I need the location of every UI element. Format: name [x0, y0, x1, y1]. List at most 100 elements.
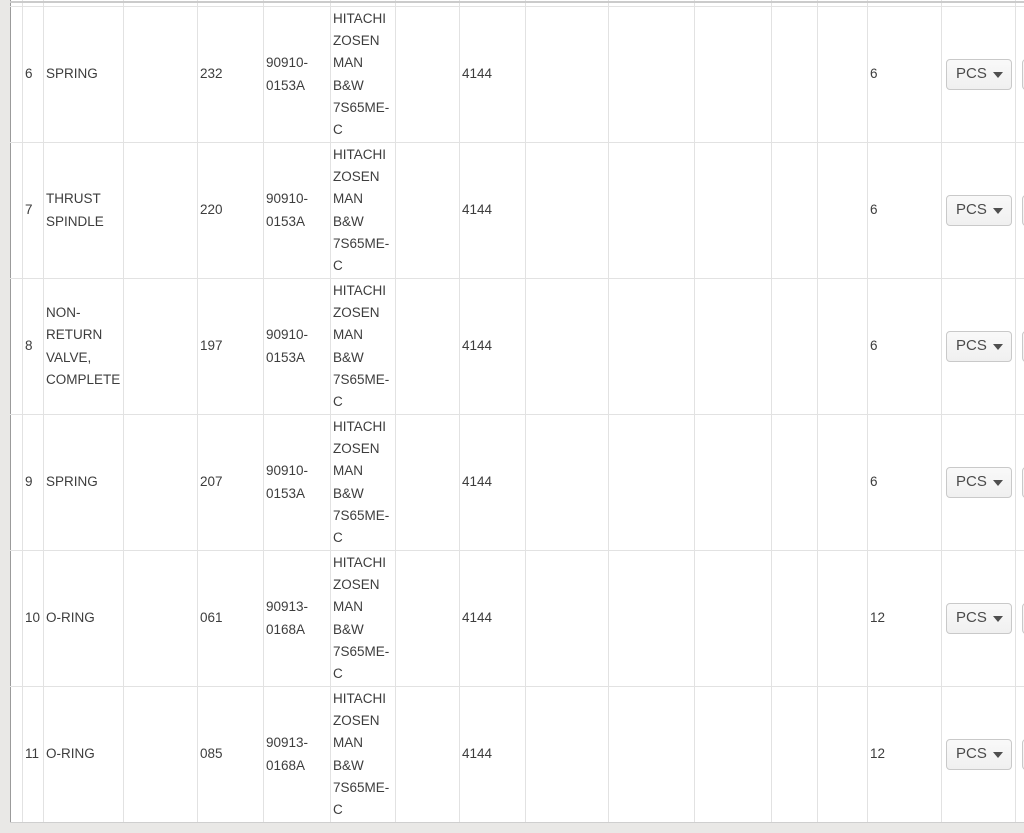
empty-cell: [123, 414, 198, 551]
empty-cell: [817, 6, 868, 143]
row-number-cell: 6: [22, 6, 44, 143]
row-handle-cell: [10, 550, 23, 687]
empty-cell: [817, 414, 868, 551]
row-number-cell: 10: [22, 550, 44, 687]
unit-select[interactable]: PCS: [946, 59, 1012, 90]
unit-cell: PCS: [941, 142, 1016, 279]
empty-cell: [395, 686, 460, 823]
engine-model-cell: HITACHI ZOSEN MAN B&W 7S65ME-C: [330, 686, 396, 823]
unit-select-value: PCS: [956, 65, 987, 83]
engine-model-cell: HITACHI ZOSEN MAN B&W 7S65ME-C: [330, 6, 396, 143]
engine-model-cell: HITACHI ZOSEN MAN B&W 7S65ME-C: [330, 142, 396, 279]
table-row: 9 SPRING 207 90910-0153A HITACHI ZOSEN M…: [10, 414, 1024, 551]
description-cell: THRUST SPINDLE: [43, 142, 124, 279]
item-code-cell: 085: [197, 686, 264, 823]
empty-cell: [771, 142, 818, 279]
row-gap-sliver: [10, 1, 1024, 7]
table-row: 10 O-RING 061 90913-0168A HITACHI ZOSEN …: [10, 550, 1024, 687]
row-number-cell: 11: [22, 686, 44, 823]
description-cell: O-RING: [43, 550, 124, 687]
empty-cell: [525, 550, 609, 687]
part-number-cell: 90910-0153A: [263, 414, 331, 551]
chevron-down-icon: [993, 615, 1003, 622]
row-handle-cell: [10, 414, 23, 551]
unit-select[interactable]: PCS: [946, 739, 1012, 770]
part-number-cell: 90913-0168A: [263, 686, 331, 823]
empty-cell: [771, 414, 818, 551]
more-cell: [1015, 550, 1024, 687]
unit-cell: PCS: [941, 550, 1016, 687]
quantity-cell: 12: [867, 686, 942, 823]
empty-cell: [395, 6, 460, 143]
table-row: 8 NON-RETURN VALVE, COMPLETE 197 90910-0…: [10, 278, 1024, 415]
unit-cell: PCS: [941, 414, 1016, 551]
table-row: 11 O-RING 085 90913-0168A HITACHI ZOSEN …: [10, 686, 1024, 823]
part-number-cell: 90910-0153A: [263, 278, 331, 415]
empty-cell: [525, 414, 609, 551]
unit-select[interactable]: PCS: [946, 195, 1012, 226]
row-handle-cell: [10, 6, 23, 143]
empty-cell: [395, 550, 460, 687]
empty-cell: [525, 6, 609, 143]
unit-select[interactable]: PCS: [946, 603, 1012, 634]
more-cell: [1015, 278, 1024, 415]
chevron-down-icon: [993, 751, 1003, 758]
empty-cell: [608, 278, 695, 415]
table-row: 7 THRUST SPINDLE 220 90910-0153A HITACHI…: [10, 142, 1024, 279]
row-handle-cell: [10, 278, 23, 415]
description-cell: SPRING: [43, 6, 124, 143]
unit-select[interactable]: PCS: [946, 331, 1012, 362]
empty-cell: [123, 6, 198, 143]
item-code-cell: 207: [197, 414, 264, 551]
empty-cell: [817, 142, 868, 279]
empty-cell: [694, 414, 772, 551]
empty-cell: [771, 550, 818, 687]
description-cell: SPRING: [43, 414, 124, 551]
empty-cell: [817, 278, 868, 415]
drawing-number-cell: 4144: [459, 414, 526, 551]
empty-cell: [694, 686, 772, 823]
row-handle-cell: [10, 142, 23, 279]
row-number-cell: 7: [22, 142, 44, 279]
quantity-cell: 6: [867, 6, 942, 143]
more-cell: [1015, 6, 1024, 143]
item-code-cell: 061: [197, 550, 264, 687]
empty-cell: [525, 686, 609, 823]
empty-cell: [123, 142, 198, 279]
empty-cell: [1015, 0, 1024, 3]
empty-cell: [525, 278, 609, 415]
unit-select-value: PCS: [956, 609, 987, 627]
parts-table-container: 6 SPRING 232 90910-0153A HITACHI ZOSEN M…: [10, 0, 1024, 823]
empty-cell: [817, 550, 868, 687]
empty-cell: [608, 550, 695, 687]
engine-model-cell: HITACHI ZOSEN MAN B&W 7S65ME-C: [330, 278, 396, 415]
empty-cell: [395, 142, 460, 279]
empty-cell: [694, 6, 772, 143]
description-cell: O-RING: [43, 686, 124, 823]
more-cell: [1015, 686, 1024, 823]
empty-cell: [694, 278, 772, 415]
row-number-cell: 9: [22, 414, 44, 551]
item-code-cell: 232: [197, 6, 264, 143]
empty-cell: [395, 278, 460, 415]
empty-cell: [525, 142, 609, 279]
empty-cell: [771, 686, 818, 823]
empty-cell: [123, 686, 198, 823]
engine-model-cell: HITACHI ZOSEN MAN B&W 7S65ME-C: [330, 550, 396, 687]
empty-cell: [608, 686, 695, 823]
drawing-number-cell: 4144: [459, 142, 526, 279]
unit-select[interactable]: PCS: [946, 467, 1012, 498]
empty-cell: [123, 550, 198, 687]
drawing-number-cell: 4144: [459, 6, 526, 143]
part-number-cell: 90910-0153A: [263, 6, 331, 143]
empty-cell: [694, 142, 772, 279]
row-number-cell: 8: [22, 278, 44, 415]
quantity-cell: 6: [867, 414, 942, 551]
parts-table: 6 SPRING 232 90910-0153A HITACHI ZOSEN M…: [10, 0, 1024, 823]
table-row: 6 SPRING 232 90910-0153A HITACHI ZOSEN M…: [10, 6, 1024, 143]
chevron-down-icon: [993, 71, 1003, 78]
drawing-number-cell: 4144: [459, 550, 526, 687]
chevron-down-icon: [993, 479, 1003, 486]
empty-cell: [771, 278, 818, 415]
part-number-cell: 90910-0153A: [263, 142, 331, 279]
